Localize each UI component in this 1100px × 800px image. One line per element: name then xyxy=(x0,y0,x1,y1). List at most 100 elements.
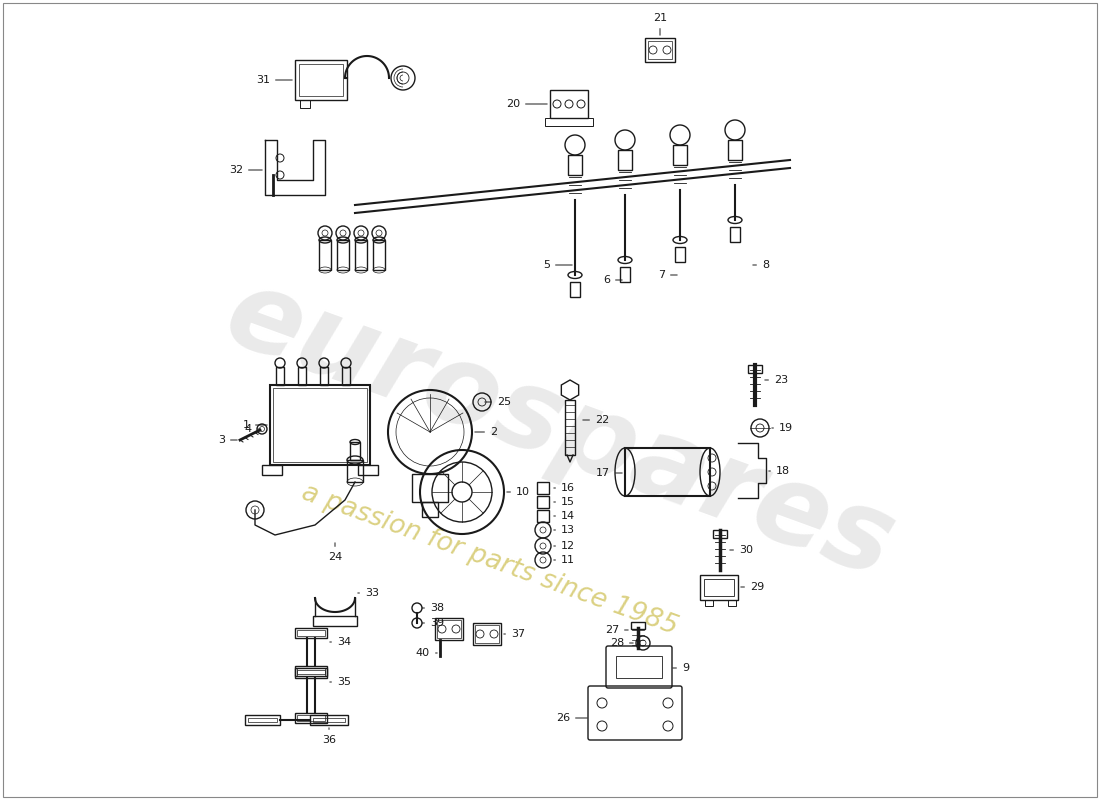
Bar xyxy=(270,385,370,465)
Bar xyxy=(537,510,549,522)
Bar xyxy=(434,618,463,640)
Text: 35: 35 xyxy=(330,677,351,687)
Bar xyxy=(673,145,688,165)
Text: 33: 33 xyxy=(358,588,379,598)
Text: 40: 40 xyxy=(416,648,437,658)
Bar xyxy=(298,367,306,385)
Text: 5: 5 xyxy=(543,260,572,270)
Text: 10: 10 xyxy=(507,487,530,497)
Text: 14: 14 xyxy=(553,511,575,521)
Bar xyxy=(565,400,575,455)
Bar xyxy=(620,267,630,282)
Bar xyxy=(748,365,762,373)
Bar xyxy=(295,668,327,678)
Bar xyxy=(618,150,632,170)
Bar xyxy=(568,155,582,175)
Bar xyxy=(320,367,328,385)
Text: 18: 18 xyxy=(769,466,790,476)
Text: 2: 2 xyxy=(475,427,497,437)
Bar xyxy=(355,240,367,270)
Text: 8: 8 xyxy=(752,260,769,270)
Bar xyxy=(297,715,324,721)
Bar xyxy=(295,628,327,638)
Bar xyxy=(705,600,713,606)
Bar xyxy=(645,38,675,62)
Bar xyxy=(631,622,645,629)
Bar xyxy=(570,282,580,297)
Bar xyxy=(550,90,588,118)
Text: 16: 16 xyxy=(553,483,575,493)
Text: 29: 29 xyxy=(740,582,764,592)
Text: eurospares: eurospares xyxy=(211,259,909,601)
Bar xyxy=(704,579,734,596)
Text: 23: 23 xyxy=(764,375,788,385)
Bar xyxy=(675,247,685,262)
Bar xyxy=(248,718,277,722)
Bar xyxy=(297,670,324,676)
Text: 19: 19 xyxy=(772,423,793,433)
Text: 22: 22 xyxy=(583,415,609,425)
Bar xyxy=(616,656,662,678)
Text: 32: 32 xyxy=(229,165,262,175)
Bar xyxy=(297,630,324,636)
Text: 20: 20 xyxy=(506,99,547,109)
Text: 36: 36 xyxy=(322,728,335,745)
Bar xyxy=(295,713,327,723)
Bar xyxy=(648,41,672,59)
Text: 4: 4 xyxy=(245,424,260,434)
Bar xyxy=(300,100,310,108)
Bar xyxy=(245,715,280,725)
Text: 28: 28 xyxy=(609,638,634,648)
Bar xyxy=(422,502,438,517)
Bar xyxy=(297,668,324,674)
Bar xyxy=(730,227,740,242)
Bar xyxy=(350,442,360,460)
Bar xyxy=(625,448,710,496)
Text: 7: 7 xyxy=(658,270,678,280)
Bar xyxy=(358,465,378,475)
Text: a passion for parts since 1985: a passion for parts since 1985 xyxy=(298,480,682,640)
Text: 37: 37 xyxy=(504,629,525,639)
Bar xyxy=(346,460,363,482)
Text: 3: 3 xyxy=(218,435,238,445)
Bar xyxy=(314,718,345,722)
Bar xyxy=(412,474,448,502)
Text: 15: 15 xyxy=(553,497,575,507)
Bar xyxy=(342,367,350,385)
Bar xyxy=(262,465,282,475)
Bar xyxy=(544,118,593,126)
Text: 21: 21 xyxy=(653,13,667,35)
Bar xyxy=(537,482,549,494)
Bar xyxy=(295,666,327,676)
Text: 11: 11 xyxy=(553,555,575,565)
Bar xyxy=(310,715,348,725)
Text: 38: 38 xyxy=(422,603,444,613)
Text: 34: 34 xyxy=(330,637,351,647)
Bar xyxy=(295,60,346,100)
Text: 24: 24 xyxy=(328,542,342,562)
Bar xyxy=(373,240,385,270)
Bar xyxy=(475,625,499,643)
Text: 31: 31 xyxy=(256,75,293,85)
Bar xyxy=(473,623,500,645)
Text: 1: 1 xyxy=(243,420,267,430)
Bar xyxy=(337,240,349,270)
Bar xyxy=(276,367,284,385)
Text: 39: 39 xyxy=(422,618,444,628)
Bar xyxy=(273,388,367,462)
Bar xyxy=(728,140,743,160)
Text: 30: 30 xyxy=(729,545,754,555)
Bar xyxy=(713,530,727,538)
Bar xyxy=(700,575,738,600)
Text: 6: 6 xyxy=(603,275,623,285)
Text: 17: 17 xyxy=(596,468,623,478)
Bar xyxy=(319,240,331,270)
Bar xyxy=(537,496,549,508)
Text: 13: 13 xyxy=(553,525,575,535)
Text: 25: 25 xyxy=(485,397,512,407)
Bar xyxy=(728,600,736,606)
Text: 9: 9 xyxy=(673,663,689,673)
Text: 27: 27 xyxy=(605,625,628,635)
Bar xyxy=(299,64,343,96)
Bar xyxy=(314,616,358,626)
